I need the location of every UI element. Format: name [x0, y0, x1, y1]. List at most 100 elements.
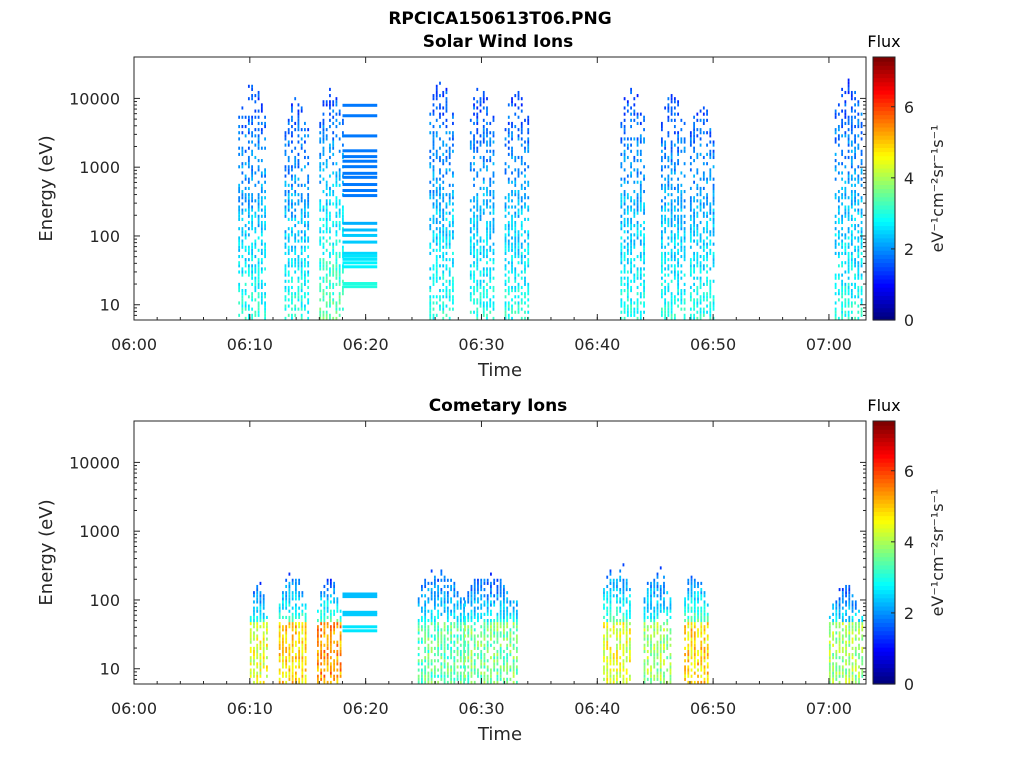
flux-pixel [504, 239, 507, 243]
band [342, 221, 378, 225]
flux-pixel [854, 103, 856, 107]
flux-pixel [646, 603, 649, 607]
flux-pixel [307, 211, 310, 215]
flux-pixel [693, 254, 695, 259]
flux-pixel [257, 264, 260, 268]
flux-pixel [442, 310, 445, 314]
flux-pixel [680, 289, 683, 293]
flux-pixel [325, 193, 328, 197]
flux-pixel [520, 208, 523, 212]
flux-pixel [251, 171, 254, 175]
burst [464, 572, 518, 684]
flux-pixel [294, 251, 297, 256]
flux-pixel [463, 637, 465, 641]
flux-pixel [264, 301, 266, 305]
flux-pixel [266, 646, 268, 650]
flux-pixel [262, 622, 265, 626]
flux-pixel [683, 239, 686, 243]
flux-pixel [307, 199, 310, 203]
flux-pixel [660, 313, 663, 317]
flux-pixel [490, 680, 492, 684]
flux-pixel [670, 239, 673, 243]
flux-pixel [482, 128, 485, 132]
flux-pixel [847, 242, 850, 246]
flux-pixel [452, 214, 454, 218]
flux-pixel [291, 625, 294, 629]
flux-pixel [479, 251, 482, 256]
flux-pixel [857, 165, 860, 169]
flux-pixel [339, 662, 342, 666]
flux-pixel [424, 618, 427, 623]
flux-pixel [452, 183, 454, 187]
flux-pixel [470, 631, 473, 635]
flux-pixel [511, 304, 513, 308]
flux-pixel [606, 612, 609, 616]
flux-pixel [834, 316, 837, 320]
flux-pixel [479, 298, 482, 302]
flux-pixel [432, 112, 435, 116]
flux-pixel [677, 159, 680, 163]
flux-pixel [606, 640, 609, 644]
flux-pixel [619, 656, 622, 660]
band [342, 149, 378, 153]
flux-pixel [473, 659, 476, 663]
flux-pixel [504, 279, 507, 283]
flux-pixel [489, 279, 492, 283]
flux-pixel [287, 196, 290, 200]
flux-pixel [850, 155, 853, 160]
flux-pixel [667, 220, 670, 225]
flux-pixel [294, 612, 297, 616]
flux-pixel [456, 622, 459, 626]
flux-pixel [256, 634, 259, 638]
flux-pixel [643, 189, 645, 194]
flux-pixel [489, 183, 492, 187]
flux-pixel [332, 109, 335, 113]
flux-pixel [857, 316, 860, 320]
flux-pixel [264, 248, 266, 252]
flux-pixel [284, 143, 287, 147]
flux-pixel [435, 233, 438, 237]
flux-pixel [432, 295, 435, 299]
flux-pixel [291, 615, 294, 620]
colorbar-cell [873, 299, 895, 305]
flux-pixel [469, 245, 472, 249]
flux-pixel [307, 264, 310, 268]
flux-pixel [304, 615, 307, 620]
flux-pixel [702, 239, 705, 243]
flux-pixel [294, 155, 297, 160]
flux-pixel [442, 143, 445, 147]
flux-pixel [490, 600, 492, 604]
flux-pixel [249, 674, 252, 678]
flux-pixel [342, 131, 344, 135]
flux-pixel [432, 267, 435, 271]
flux-pixel [623, 106, 626, 110]
flux-pixel [639, 313, 642, 317]
flux-pixel [435, 254, 438, 259]
flux-pixel [489, 140, 492, 144]
flux-pixel [256, 584, 259, 589]
flux-pixel [473, 671, 476, 675]
flux-pixel [323, 606, 326, 610]
flux-pixel [282, 674, 284, 678]
flux-pixel [503, 668, 505, 672]
flux-pixel [603, 622, 605, 626]
flux-pixel [636, 276, 639, 280]
flux-pixel [244, 289, 247, 293]
flux-pixel [520, 245, 523, 249]
flux-pixel [480, 597, 483, 601]
flux-pixel [325, 230, 328, 234]
flux-pixel [847, 177, 850, 181]
flux-pixel [834, 233, 837, 237]
flux-pixel [452, 220, 454, 225]
flux-pixel [332, 245, 335, 249]
flux-pixel [301, 594, 304, 598]
flux-pixel [699, 264, 702, 268]
y-axis-label: Energy (eV) [36, 135, 57, 241]
flux-pixel [421, 628, 423, 632]
flux-pixel [329, 236, 331, 240]
flux-pixel [332, 189, 335, 194]
flux-pixel [264, 168, 266, 172]
flux-pixel [452, 295, 454, 299]
flux-pixel [251, 131, 254, 135]
flux-pixel [626, 251, 629, 256]
